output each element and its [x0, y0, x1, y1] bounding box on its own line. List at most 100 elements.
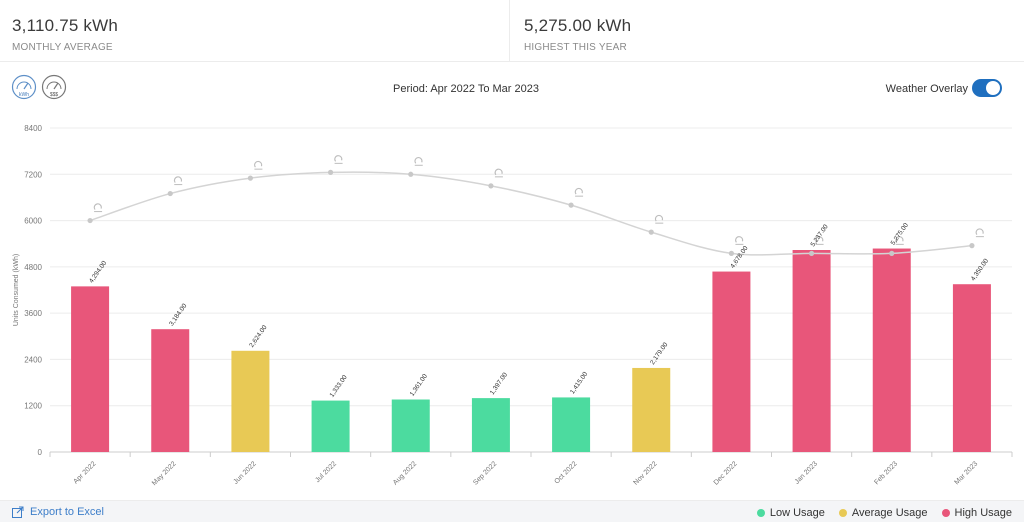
weather-point	[247, 175, 254, 181]
weather-icon	[334, 155, 343, 164]
legend-high-label: High Usage	[954, 507, 1012, 519]
bar-feb-2023[interactable]	[872, 248, 911, 452]
weather-icon	[815, 236, 824, 245]
data-label: 5,275.00	[890, 222, 910, 247]
weather-icon	[735, 236, 744, 245]
y-tick-label: 1200	[24, 402, 42, 411]
y-tick-label: 4800	[24, 263, 42, 272]
y-tick-label: 7200	[24, 170, 42, 179]
weather-icon	[895, 236, 904, 245]
bar-mar-2023[interactable]	[952, 284, 991, 452]
highest-this-year-label: HIGHEST THIS YEAR	[524, 42, 627, 53]
data-label: 3,184.00	[168, 302, 188, 327]
cost-gauge-icon[interactable]: $$$	[41, 74, 67, 100]
y-tick-label: 2400	[24, 355, 42, 364]
legend-average-label: Average Usage	[851, 507, 928, 519]
cost-gauge-text: $$$	[50, 92, 59, 98]
weather-point	[889, 250, 895, 256]
weather-overlay-toggle[interactable]	[972, 79, 1002, 97]
weather-icon	[494, 168, 503, 178]
data-label: 1,333.00	[328, 374, 348, 399]
period-label: Period: Apr 2022 To Mar 2023	[393, 83, 539, 95]
x-tick-label: Oct 2022	[553, 460, 578, 485]
monthly-average-card: 3,110.75 kWh MONTHLY AVERAGE	[0, 0, 510, 62]
chart-toolbar: kWh $$$ Period: Apr 2022 To Mar 2023 Wea…	[0, 62, 1024, 116]
y-tick-label: 6000	[24, 217, 42, 226]
y-tick-label: 8400	[24, 124, 42, 133]
weather-point	[568, 202, 574, 208]
x-tick-label: Jun 2022	[233, 460, 258, 485]
data-label: 2,179.00	[649, 341, 669, 366]
bar-jul-2022[interactable]	[311, 400, 350, 452]
usage-chart-svg: 0 1200 2400 3600 4800 6000 7200 8400 Units Consu…	[13, 124, 1013, 487]
toggle-knob	[986, 81, 1000, 95]
monthly-average-value: 3,110.75 kWh	[12, 16, 119, 35]
summary-stats: 3,110.75 kWh MONTHLY AVERAGE 5,275.00 kW…	[0, 0, 1024, 62]
bar-oct-2022[interactable]	[552, 397, 591, 452]
data-label: 2,624.00	[248, 324, 268, 349]
usage-chart: 0 1200 2400 3600 4800 6000 7200 8400 Units Consu…	[0, 116, 1024, 496]
x-tick-label: Apr 2022	[72, 460, 97, 485]
export-icon	[12, 506, 24, 518]
y-tick-label: 3600	[24, 309, 42, 318]
weather-point	[408, 171, 414, 177]
kwh-gauge-text: kWh	[19, 92, 29, 98]
kwh-gauge-icon[interactable]: kWh	[11, 74, 37, 100]
highest-this-year-card: 5,275.00 kWh HIGHEST THIS YEAR	[510, 0, 1024, 62]
x-tick-label: May 2022	[151, 460, 178, 487]
weather-icon	[654, 214, 664, 224]
weather-point	[808, 250, 815, 256]
x-tick-label: Mar 2023	[953, 460, 979, 486]
weather-point	[327, 169, 334, 175]
monthly-average-label: MONTHLY AVERAGE	[12, 42, 113, 53]
weather-overlay-line	[89, 171, 972, 256]
highest-this-year-value: 5,275.00 kWh	[524, 16, 632, 35]
bar-sep-2022[interactable]	[471, 398, 510, 452]
data-label: 4,350.00	[970, 257, 990, 282]
y-tick-label: 0	[38, 448, 43, 457]
legend-low-label: Low Usage	[769, 507, 825, 519]
weather-point	[969, 243, 975, 249]
weather-icon	[93, 203, 103, 213]
legend-low-dot	[756, 509, 765, 517]
x-tick-label: Nov 2022	[633, 460, 659, 486]
data-label: 1,361.00	[409, 373, 429, 398]
x-tick-label: Jan 2023	[794, 460, 819, 485]
weather-icon	[254, 160, 263, 170]
legend-high-dot	[941, 509, 950, 517]
weather-point	[488, 183, 494, 189]
weather-icon	[975, 228, 984, 238]
export-to-excel-link[interactable]: Export to Excel	[12, 506, 104, 518]
export-label: Export to Excel	[30, 506, 104, 518]
weather-overlay-label: Weather Overlay	[885, 83, 968, 95]
legend-average-dot	[838, 509, 847, 517]
x-tick-label: Aug 2022	[392, 460, 418, 486]
bar-nov-2022[interactable]	[632, 367, 671, 452]
bar-may-2022[interactable]	[151, 329, 190, 452]
x-tick-label: Dec 2022	[713, 460, 739, 486]
weather-icon	[414, 157, 423, 166]
data-label: 1,397.00	[489, 371, 509, 396]
weather-icon	[173, 176, 183, 186]
y-axis-title: Units Consumed (kWh)	[13, 254, 20, 326]
bar-dec-2022[interactable]	[712, 271, 751, 452]
bar-apr-2022[interactable]	[71, 286, 110, 452]
weather-point	[728, 250, 735, 256]
legend-average-usage[interactable]: Average Usage	[838, 507, 928, 519]
weather-point	[167, 190, 173, 197]
bar-jun-2022[interactable]	[231, 350, 270, 452]
legend-low-usage[interactable]: Low Usage	[756, 507, 825, 519]
bar-jan-2023[interactable]	[792, 250, 831, 452]
legend-high-usage[interactable]: High Usage	[941, 507, 1012, 519]
bar-aug-2022[interactable]	[391, 399, 430, 452]
x-tick-label: Jul 2022	[314, 460, 338, 484]
data-label: 1,415.00	[569, 371, 589, 396]
x-tick-label: Feb 2023	[873, 460, 899, 486]
chart-legend: Low Usage Average Usage High Usage	[743, 507, 1012, 519]
x-tick-label: Sep 2022	[472, 460, 498, 486]
chart-footer: Export to Excel Low Usage Average Usage …	[0, 500, 1024, 522]
weather-point	[87, 217, 93, 224]
data-label: 4,678.00	[729, 245, 749, 270]
weather-point	[648, 229, 654, 235]
period-label-wrap: Period: Apr 2022 To Mar 2023	[0, 83, 1024, 95]
